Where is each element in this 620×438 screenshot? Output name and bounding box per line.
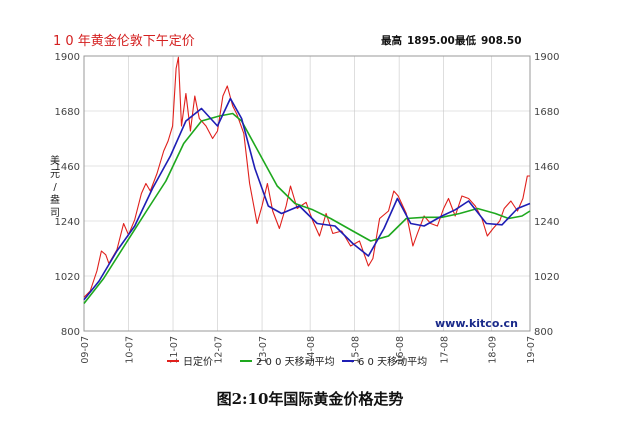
gold-price-chart: 1 0 年黄金伦敦下午定价 最高 1895.00 最低 908.50 800 10…	[47, 25, 559, 370]
low-label: 最低	[455, 34, 476, 47]
series-line-1	[83, 112, 531, 304]
grid	[83, 55, 531, 332]
y-tick-label: 1240	[55, 217, 80, 228]
y-axis-left: 800 1020 1240 1460 1680 1900	[55, 52, 80, 338]
x-tick-label: 13-07	[258, 336, 269, 364]
y-axis-label-char: 元	[50, 169, 60, 180]
series-line-2	[83, 97, 531, 301]
x-tick-label: 14-08	[306, 336, 317, 364]
y-tick-label-right: 1460	[534, 162, 559, 173]
plot-area	[83, 55, 531, 332]
y-axis-label-char: 盎	[50, 193, 60, 206]
y-tick-label-right: 1240	[534, 217, 559, 228]
high-label: 最高	[381, 34, 402, 47]
y-tick-label: 1900	[55, 52, 80, 63]
legend: 日定价 2 0 0 天移动平均 6 0 天移动平均	[167, 355, 427, 368]
x-tick-label: 09-07	[80, 336, 91, 364]
series-layer	[83, 56, 531, 304]
chart-svg: 1 0 年黄金伦敦下午定价 最高 1895.00 最低 908.50 800 10…	[47, 25, 559, 370]
figure-caption: 图2:10年国际黄金价格走势	[216, 390, 404, 408]
chart-background	[47, 25, 559, 370]
x-tick-label: 17-08	[440, 336, 451, 364]
x-axis: 09-07 10-07 11-07 12-07 13-07 14-08 15-08 16-08…	[80, 336, 537, 364]
y-axis-label-char: 美	[50, 154, 60, 167]
x-tick-label: 19-07	[526, 336, 537, 364]
y-tick-label-right: 1680	[534, 107, 559, 118]
y-tick-label: 800	[61, 327, 80, 338]
x-tick-label: 15-08	[351, 336, 362, 364]
chart-title: 1 0 年黄金伦敦下午定价	[53, 33, 195, 49]
series-line-0	[83, 56, 530, 298]
y-tick-label-right: 1900	[534, 52, 559, 63]
y-tick-label-right: 800	[534, 327, 553, 338]
y-tick-label: 1020	[55, 272, 80, 283]
y-tick-label-right: 1020	[534, 272, 559, 283]
y-axis-label: 美元 /盎司	[50, 154, 60, 219]
y-tick-label: 1460	[55, 162, 80, 173]
x-tick-label: 10-07	[125, 336, 136, 364]
low-value: 908.50	[481, 35, 522, 47]
x-tick-label: 18-09	[488, 336, 499, 364]
legend-label: 2 0 0 天移动平均	[256, 355, 335, 368]
legend-label: 6 0 天移动平均	[358, 355, 427, 368]
high-value: 1895.00	[407, 35, 455, 47]
x-tick-label: 12-07	[214, 336, 225, 364]
x-tick-label: 11-07	[169, 336, 180, 364]
x-tick-label: 16-08	[395, 336, 406, 364]
y-tick-label: 1680	[55, 107, 80, 118]
y-axis-label-char: 司	[50, 208, 60, 219]
legend-label: 日定价	[183, 355, 213, 368]
y-axis-right: 800 1020 1240 1460 1680 1900	[534, 52, 559, 338]
y-axis-label-char: /	[53, 182, 57, 193]
watermark: www.kitco.cn	[435, 317, 518, 330]
